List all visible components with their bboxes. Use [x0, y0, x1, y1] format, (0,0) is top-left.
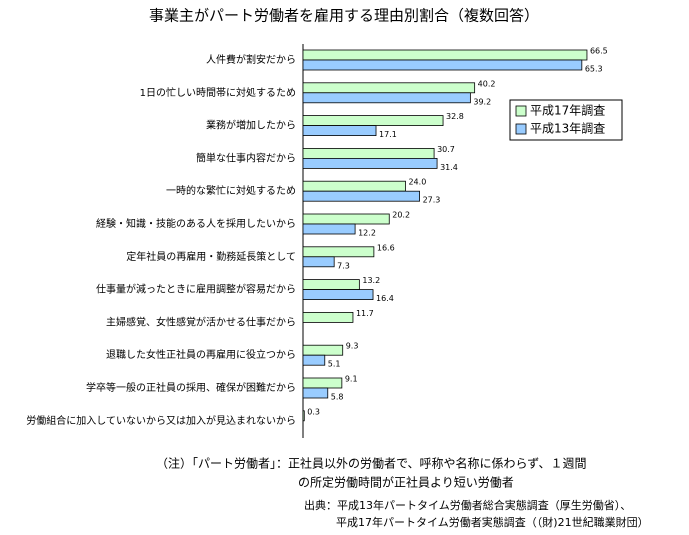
bar: [302, 311, 354, 323]
legend-label: 平成13年調査: [530, 122, 605, 136]
chart-title: 事業主がパート労働者を雇用する理由別割合（複数回答）: [149, 7, 539, 25]
bar: [302, 157, 438, 169]
category-label: 定年社員の再雇用・勤務延長策として: [126, 250, 296, 263]
bar: [302, 377, 343, 389]
bar: [302, 147, 435, 159]
value-label: 32.8: [446, 112, 464, 121]
legend-box: [509, 99, 623, 141]
bar: [302, 344, 344, 356]
value-label: 17.1: [379, 130, 397, 139]
bar: [302, 213, 390, 225]
source: 平成17年パートタイム労働者実態調査（（財)21世紀職業財団）: [336, 515, 649, 529]
legend-swatch: [515, 123, 527, 135]
note: の所定労働時間が正社員より短い労働者: [298, 475, 514, 490]
value-label: 12.2: [358, 229, 376, 238]
category-label: 経験・知識・技能のある人を採用したいから: [96, 217, 296, 230]
legend-label: 平成17年調査: [530, 104, 605, 118]
source: 出典：平成13年パートタイム労働者総合実態調査（厚生労働省）、: [304, 498, 631, 512]
category-label: 仕事量が減ったときに雇用調整が容易だから: [96, 283, 296, 296]
value-label: 31.4: [440, 163, 458, 172]
bar: [302, 387, 329, 399]
bar: [302, 289, 374, 301]
bar: [302, 125, 377, 136]
category-label: 簡単な仕事内容だから: [196, 151, 296, 164]
legend-swatch: [515, 105, 527, 117]
category-label: 一時的な繁忙に対処するため: [166, 184, 296, 197]
bar: [302, 190, 420, 202]
bar: [302, 246, 375, 258]
bar: [302, 92, 471, 104]
category-label: 労働組合に加入していないから又は加入が見込まれないから: [26, 414, 296, 427]
bar: [302, 180, 406, 192]
value-label: 0.3: [307, 407, 320, 416]
value-label: 65.3: [585, 65, 603, 74]
category-label: 主婦感覚、女性感覚が活かせる仕事だから: [106, 315, 296, 328]
value-label: 66.5: [590, 47, 608, 56]
bar: [302, 279, 360, 291]
bar: [302, 59, 583, 71]
value-label: 30.7: [437, 145, 455, 154]
bar: [302, 223, 356, 235]
value-label: 24.0: [408, 178, 426, 187]
category-label: 業務が増加したから: [206, 119, 296, 132]
value-label: 9.3: [346, 342, 359, 351]
value-label: 5.1: [328, 360, 341, 369]
category-label: 1日の忙しい時間帯に対処するため: [140, 86, 296, 99]
category-label: 退職した女性正社員の再雇用に役立つから: [106, 348, 296, 361]
value-label: 5.8: [331, 393, 344, 402]
bar: [302, 49, 588, 61]
value-label: 20.2: [392, 211, 410, 220]
bar: [302, 115, 444, 126]
value-label: 7.3: [337, 261, 350, 270]
value-label: 13.2: [362, 276, 380, 285]
value-label: 27.3: [423, 196, 441, 205]
value-label: 11.7: [356, 309, 374, 318]
value-label: 39.2: [473, 97, 491, 106]
value-label: 16.6: [377, 243, 395, 252]
bar: [302, 82, 476, 94]
category-label: 学卒等一般の正社員の採用、確保が困難だから: [86, 381, 296, 394]
bar: [302, 410, 305, 422]
bar: [302, 354, 326, 366]
value-label: 9.1: [345, 375, 358, 384]
category-label: 人件費が割安だから: [206, 53, 296, 66]
value-label: 40.2: [478, 79, 496, 88]
note: （注）「パート労働者」：正社員以外の労働者で、呼称や名称に係わらず、１週間: [156, 456, 586, 471]
bar: [302, 256, 335, 268]
value-label: 16.4: [376, 294, 394, 303]
